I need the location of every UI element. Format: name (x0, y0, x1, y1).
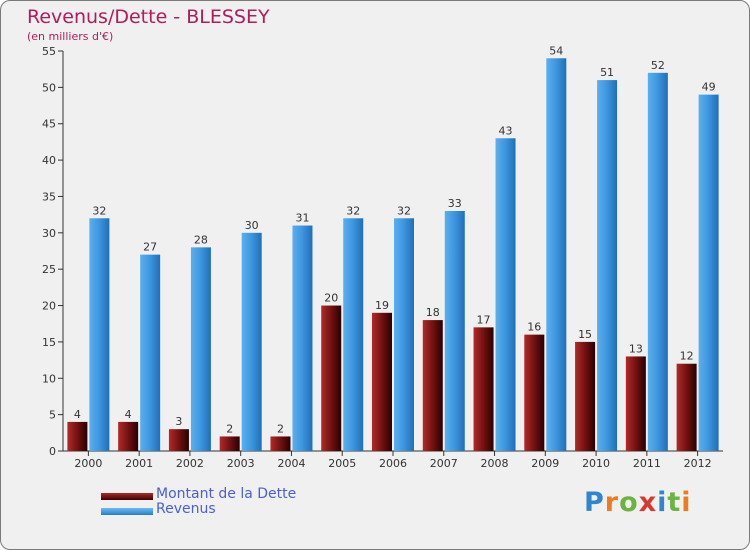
logo-letter: r (604, 487, 620, 518)
data-label-dette: 3 (175, 415, 182, 428)
bar-revenus (140, 254, 161, 451)
x-tick-label: 2000 (74, 457, 102, 470)
y-tick-label: 25 (42, 263, 56, 276)
bar-dette (575, 341, 596, 451)
bar-dette (473, 327, 494, 451)
bar-revenus (343, 218, 364, 451)
x-tick-label: 2001 (125, 457, 153, 470)
data-label-revenus: 31 (295, 212, 309, 225)
data-label-dette: 15 (578, 328, 592, 341)
data-label-revenus: 51 (600, 66, 614, 79)
bar-revenus (698, 94, 719, 452)
bar-dette (168, 429, 189, 451)
data-label-revenus: 28 (194, 233, 208, 246)
x-tick-label: 2003 (227, 457, 255, 470)
bar-revenus (444, 211, 465, 451)
x-tick-label: 2007 (430, 457, 458, 470)
legend-label-revenus: Revenus (156, 501, 216, 517)
data-label-dette: 16 (527, 321, 541, 334)
bar-dette (219, 436, 240, 451)
bar-revenus (394, 218, 414, 451)
x-tick-label: 2011 (633, 457, 661, 470)
bar-dette (67, 421, 88, 451)
bar-dette (625, 356, 646, 451)
data-label-dette: 12 (680, 350, 694, 363)
data-label-revenus: 43 (499, 124, 513, 137)
x-tick-label: 2006 (379, 457, 407, 470)
x-tick-label: 2012 (684, 457, 712, 470)
bar-dette (372, 312, 392, 451)
legend-swatch-dette (101, 493, 153, 500)
logo-letter: o (619, 487, 639, 518)
y-tick-label: 30 (42, 227, 56, 240)
data-label-revenus: 52 (651, 59, 665, 72)
data-label-revenus: 32 (92, 204, 106, 217)
x-tick-label: 2008 (481, 457, 509, 470)
legend-label-dette: Montant de la Dette (156, 486, 297, 502)
bar-revenus (495, 138, 516, 452)
x-tick-label: 2009 (531, 457, 559, 470)
bar-revenus (292, 225, 313, 451)
x-tick-label: 2005 (328, 457, 356, 470)
data-label-dette: 18 (426, 306, 440, 319)
data-label-dette: 2 (277, 422, 284, 435)
y-tick-label: 35 (42, 190, 56, 203)
y-tick-label: 15 (42, 336, 56, 349)
y-tick-label: 10 (42, 372, 56, 385)
x-tick-label: 2002 (176, 457, 204, 470)
data-label-revenus: 32 (346, 204, 360, 217)
data-label-dette: 13 (629, 342, 643, 355)
bar-revenus (89, 218, 110, 451)
bar-revenus (190, 247, 211, 451)
data-label-dette: 4 (125, 408, 132, 421)
bar-revenus (546, 58, 567, 451)
legend-swatch-revenus (101, 508, 153, 515)
bar-revenus (597, 80, 618, 451)
y-tick-label: 0 (49, 445, 56, 458)
bar-revenus (241, 232, 262, 451)
data-label-dette: 19 (375, 299, 389, 312)
y-tick-label: 5 (49, 409, 56, 422)
y-tick-label: 45 (42, 118, 56, 131)
y-tick-label: 40 (42, 154, 56, 167)
data-label-dette: 17 (477, 313, 491, 326)
logo-letter: i (681, 487, 692, 518)
data-label-revenus: 54 (549, 44, 563, 57)
data-label-revenus: 30 (245, 219, 259, 232)
proxiti-logo: Proxiti (584, 487, 692, 518)
chart-subtitle: (en milliers d'€) (27, 30, 114, 43)
data-label-revenus: 32 (397, 204, 411, 217)
data-label-dette: 2 (226, 422, 233, 435)
bar-dette (524, 334, 545, 451)
data-label-revenus: 33 (448, 197, 462, 210)
x-tick-label: 2004 (277, 457, 305, 470)
data-label-revenus: 27 (143, 241, 157, 254)
data-label-revenus: 49 (702, 81, 716, 94)
logo-letter: i (657, 487, 668, 518)
logo-letter: t (667, 487, 682, 518)
bar-dette (270, 436, 291, 451)
y-tick-label: 50 (42, 81, 56, 94)
y-tick-label: 20 (42, 300, 56, 313)
bar-dette (321, 305, 342, 451)
logo-letter: P (584, 487, 605, 518)
bar-dette (676, 363, 697, 451)
bar-dette (422, 320, 443, 451)
y-tick-label: 55 (42, 45, 56, 58)
bar-revenus (647, 72, 668, 452)
bar-dette (118, 421, 139, 451)
chart-title: Revenus/Dette - BLESSEY (27, 6, 270, 28)
data-label-dette: 20 (324, 292, 338, 305)
logo-letter: x (638, 487, 658, 518)
x-tick-label: 2010 (582, 457, 610, 470)
data-label-dette: 4 (74, 408, 81, 421)
